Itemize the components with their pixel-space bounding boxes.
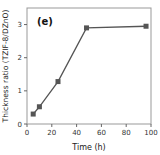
y-tick bbox=[24, 90, 27, 91]
data-point bbox=[37, 104, 42, 109]
chart-container: 0 20 40 60 80 100 0 1 2 3 Time (h) Thickness ratio … bbox=[0, 0, 160, 155]
x-tick bbox=[101, 124, 102, 127]
y-axis-label: Thickness ratio (TZIF-8/DZnO) bbox=[1, 10, 10, 124]
data-point bbox=[144, 24, 149, 29]
x-tick-label: 60 bbox=[97, 129, 106, 137]
y-tick bbox=[24, 24, 27, 25]
x-tick bbox=[151, 124, 152, 127]
x-tick bbox=[126, 124, 127, 127]
data-point bbox=[84, 25, 89, 30]
x-tick-label: 40 bbox=[72, 129, 81, 137]
plot-frame bbox=[27, 8, 151, 124]
y-tick bbox=[24, 57, 27, 58]
x-tick-label: 80 bbox=[122, 129, 131, 137]
y-tick-label: 2 bbox=[18, 54, 22, 62]
panel-label: (e) bbox=[37, 16, 53, 27]
y-tick-label: 0 bbox=[18, 121, 22, 129]
x-tick-label: 0 bbox=[25, 129, 29, 137]
data-point bbox=[56, 79, 61, 84]
plot-area bbox=[31, 24, 149, 117]
y-tick-label: 3 bbox=[18, 21, 22, 29]
chart-svg: 0 20 40 60 80 100 0 1 2 3 Time (h) Thickness ratio … bbox=[0, 0, 160, 155]
x-axis-label: Time (h) bbox=[71, 143, 105, 152]
x-tick bbox=[51, 124, 52, 127]
x-tick bbox=[76, 124, 77, 127]
x-tick-label: 100 bbox=[144, 129, 157, 137]
x-tick-label: 20 bbox=[47, 129, 56, 137]
data-line bbox=[33, 26, 146, 114]
y-tick-label: 1 bbox=[18, 87, 22, 95]
data-point bbox=[31, 112, 36, 117]
y-tick bbox=[24, 124, 27, 125]
